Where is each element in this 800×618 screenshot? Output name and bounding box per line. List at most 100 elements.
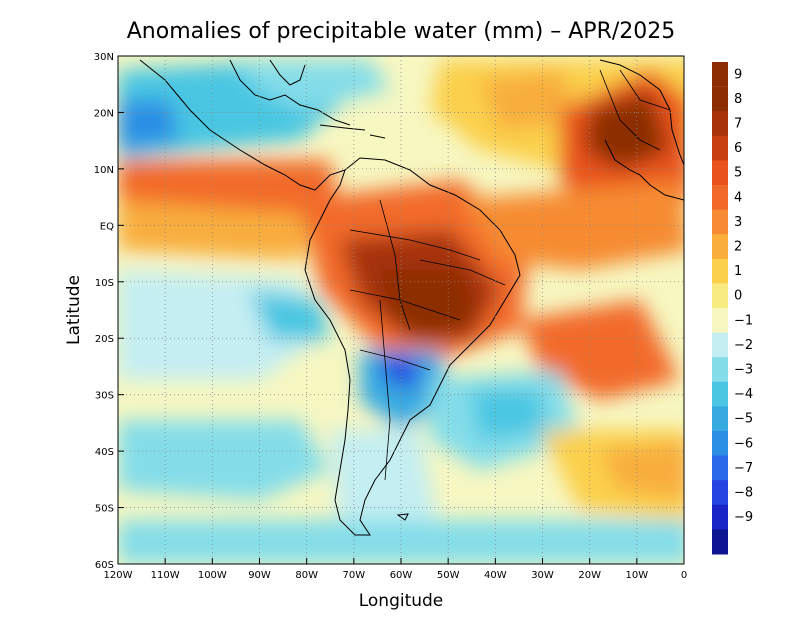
coast-cuba <box>319 124 366 131</box>
colorbar-label: −7 <box>734 461 753 476</box>
colorbar-swatch <box>712 209 728 235</box>
colorbar-label: 0 <box>734 289 742 304</box>
y-tick-label: 30S <box>95 391 114 402</box>
x-tick-label: 100W <box>198 570 227 581</box>
colorbar-label: 8 <box>734 92 742 107</box>
x-tick-label: 90W <box>248 570 271 581</box>
colorbar-swatch <box>712 86 728 112</box>
coast-west-africa <box>604 139 641 176</box>
colorbar-swatch <box>712 185 728 211</box>
border-4 <box>349 289 461 321</box>
y-tick-label: 60S <box>95 560 114 571</box>
colorbar-label: −8 <box>734 486 753 501</box>
colorbar-swatch <box>712 480 728 506</box>
colorbar-label: 2 <box>734 240 742 255</box>
border-6 <box>379 299 391 481</box>
map-panel: 120W 110W 100W 90W 80W 70W 60W 50W 40W 30W 20W 10W 0… <box>94 52 687 581</box>
colorbar-swatch <box>712 357 728 383</box>
region-pos-itcz-south <box>118 200 320 260</box>
border-3 <box>419 259 506 286</box>
y-tick-label: 10S <box>95 278 114 289</box>
colorbar-label: 3 <box>734 215 742 230</box>
colorbar-swatch <box>712 529 728 555</box>
colorbar-swatch <box>712 258 728 284</box>
region-pos-ssatl-core <box>600 440 684 500</box>
colorbar-swatch <box>712 504 728 530</box>
region-neg-sepacific-core <box>250 290 330 340</box>
y-tick-label: 20S <box>95 334 114 345</box>
x-tick-label: 0 <box>681 570 687 581</box>
region-neg-spacific <box>118 420 330 500</box>
y-axis-ticks: 30N 20N 10N EQ 10S 20S 30S 40S 50S 60S <box>94 52 124 571</box>
colorbar: 9 8 7 6 5 4 3 2 1 0 −1 −2 −3 −4 −5 −6 −7 −8 −9 <box>712 62 753 555</box>
region-pos-samerica-peak <box>380 270 480 340</box>
region-neg-nepacific-core <box>118 100 180 150</box>
colorbar-label: −9 <box>734 510 753 525</box>
region-pos-tropatl <box>460 180 684 270</box>
anomaly-field <box>118 56 684 564</box>
border-1 <box>349 229 481 261</box>
colorbar-label: −3 <box>734 363 753 378</box>
colorbar-swatch <box>712 111 728 137</box>
colorbar-swatch <box>712 381 728 407</box>
region-pos-natl-mid <box>480 70 580 130</box>
coast-south-america <box>304 157 521 536</box>
y-tick-label: EQ <box>100 221 114 232</box>
y-axis-title: Latitude <box>64 275 84 345</box>
y-tick-label: 10N <box>94 165 114 176</box>
colorbar-label: −2 <box>734 338 753 353</box>
colorbar-swatch <box>712 283 728 309</box>
x-axis-title: Longitude <box>359 591 444 611</box>
region-neg-laplata <box>360 350 450 430</box>
coast-gulf-guinea <box>639 174 684 201</box>
colorbar-swatch <box>712 455 728 481</box>
colorbar-swatch <box>712 332 728 358</box>
x-tick-label: 120W <box>104 570 133 581</box>
border-5 <box>359 349 431 371</box>
border-8 <box>619 69 671 111</box>
colorbar-label: −6 <box>734 436 753 451</box>
region-neg-southern <box>118 520 684 564</box>
grid-lines <box>118 56 684 564</box>
colorbar-label: 6 <box>734 141 742 156</box>
colorbar-cap-top <box>712 62 728 87</box>
colorbar-swatch <box>712 431 728 457</box>
colorbar-label: 5 <box>734 166 742 181</box>
y-tick-label: 20N <box>94 108 114 119</box>
x-tick-label: 10W <box>626 570 649 581</box>
country-borders <box>349 69 671 481</box>
x-tick-label: 20W <box>578 570 601 581</box>
colorbar-label: −5 <box>734 412 753 427</box>
colorbar-swatch <box>712 135 728 161</box>
x-tick-label: 60W <box>390 570 413 581</box>
colorbar-label: 1 <box>734 264 742 279</box>
coast-north-africa <box>599 59 684 166</box>
colorbar-swatch <box>712 234 728 260</box>
coast-falklands <box>396 513 409 521</box>
coast-florida <box>269 59 306 86</box>
y-tick-label: 30N <box>94 52 114 63</box>
colorbar-swatch <box>712 160 728 186</box>
coast-central-america <box>139 59 346 191</box>
x-tick-label: 50W <box>437 570 460 581</box>
x-tick-label: 70W <box>343 570 366 581</box>
region-pos-africa-core <box>585 90 670 170</box>
coastlines <box>139 59 684 536</box>
border-7 <box>599 69 661 151</box>
colorbar-label: 4 <box>734 190 742 205</box>
x-tick-label: 30W <box>531 570 554 581</box>
coast-hispaniola <box>369 134 386 139</box>
region-neg-satl-core <box>470 390 545 440</box>
y-tick-label: 40S <box>95 447 114 458</box>
chart-title: Anomalies of precipitable water (mm) – A… <box>127 19 676 44</box>
region-neg-caribbean <box>230 60 390 110</box>
x-tick-label: 110W <box>151 570 180 581</box>
coast-gulf-mexico <box>229 59 351 126</box>
colorbar-label: 7 <box>734 117 742 132</box>
colorbar-swatch <box>712 308 728 334</box>
colorbar-label: 9 <box>734 67 742 82</box>
region-neg-patagonia <box>330 430 440 540</box>
x-axis-ticks: 120W 110W 100W 90W 80W 70W 60W 50W 40W 30W 20W 10W 0 <box>104 558 687 581</box>
x-tick-label: 40W <box>484 570 507 581</box>
